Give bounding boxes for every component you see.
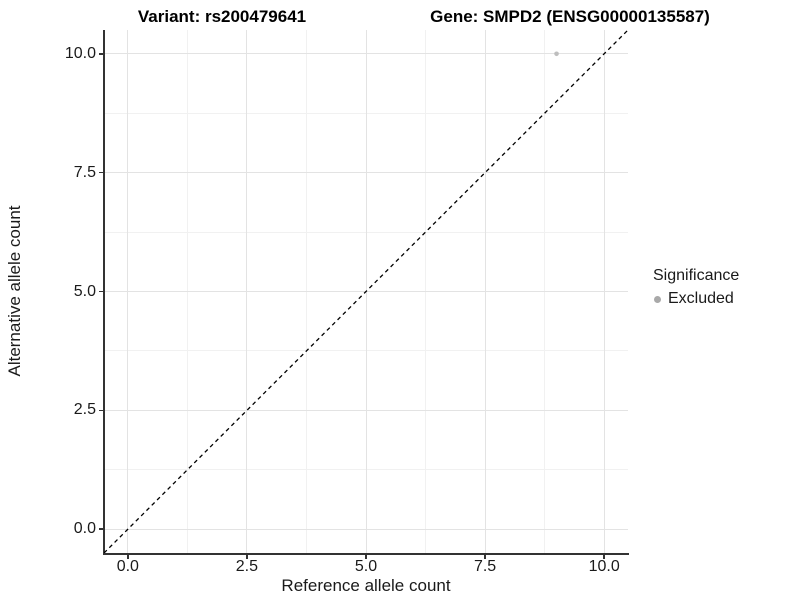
x-tick-label: 7.5	[473, 558, 497, 575]
y-tick-mark	[98, 290, 103, 293]
x-tick-mark	[603, 554, 605, 559]
y-tick-mark	[98, 171, 103, 174]
y-axis-title: Alternative allele count	[5, 205, 24, 377]
legend: Significance Excluded	[650, 267, 739, 308]
x-tick-mark	[365, 554, 367, 559]
legend-item-label: Excluded	[668, 290, 734, 307]
plot-title-variant: Variant: rs200479641	[137, 7, 307, 26]
y-tick-mark	[98, 528, 103, 530]
x-tick-label: 0.0	[116, 558, 139, 575]
legend-key-dot-icon	[654, 295, 661, 303]
x-axis-line	[103, 553, 629, 555]
y-major-gridline	[104, 528, 628, 530]
data-point	[554, 51, 559, 57]
identity-reference-line	[104, 30, 628, 553]
y-tick-label: 7.5	[73, 163, 96, 181]
y-axis-line	[103, 30, 105, 555]
y-major-gridline	[104, 172, 628, 174]
x-axis-title: Reference allele count	[281, 576, 451, 595]
y-major-gridline	[104, 53, 628, 55]
y-tick-label: 10.0	[64, 44, 96, 62]
x-tick-label: 10.0	[588, 558, 620, 575]
y-tick-label: 0.0	[73, 520, 96, 538]
y-tick-mark	[98, 409, 103, 412]
plot-title-gene: Gene: SMPD2 (ENSG00000135587)	[430, 7, 710, 26]
y-major-gridline	[104, 409, 628, 411]
y-tick-mark	[98, 53, 103, 55]
plot-panel	[104, 30, 628, 553]
x-tick-mark	[127, 554, 129, 559]
y-tick-label: 2.5	[73, 401, 96, 419]
legend-title: Significance	[653, 267, 740, 284]
y-tick-label: 5.0	[73, 282, 96, 300]
x-tick-mark	[484, 554, 486, 559]
x-tick-mark	[246, 554, 248, 559]
legend-item-excluded: Excluded	[650, 290, 739, 308]
x-tick-label: 5.0	[354, 558, 378, 575]
x-tick-label: 2.5	[235, 558, 259, 575]
